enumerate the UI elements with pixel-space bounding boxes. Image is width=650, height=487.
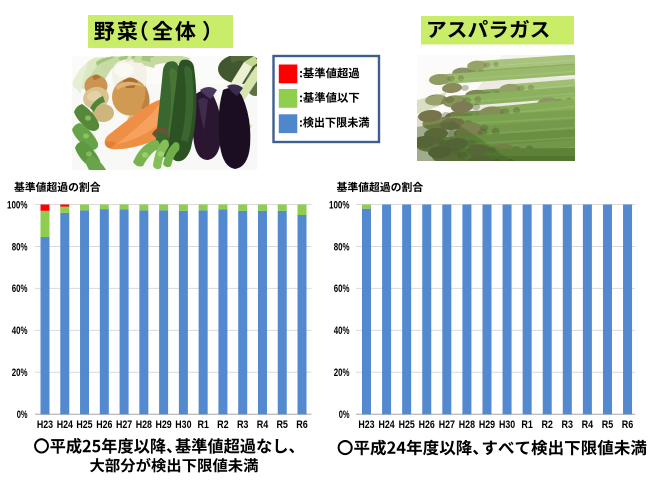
svg-text:R2: R2 <box>541 419 553 431</box>
svg-text:H26: H26 <box>419 419 435 431</box>
svg-text:H27: H27 <box>116 419 132 431</box>
svg-text:H30: H30 <box>175 419 191 431</box>
svg-text:40%: 40% <box>334 325 350 337</box>
svg-text:R1: R1 <box>521 419 533 431</box>
svg-text:100%: 100% <box>329 199 350 211</box>
svg-text:R3: R3 <box>562 419 574 431</box>
svg-text:R2: R2 <box>217 419 229 431</box>
svg-text:H25: H25 <box>399 419 415 431</box>
svg-text:H29: H29 <box>479 419 495 431</box>
svg-text:H24: H24 <box>379 419 395 431</box>
svg-text:20%: 20% <box>12 367 28 379</box>
svg-text:R4: R4 <box>257 419 269 431</box>
svg-text:H24: H24 <box>57 419 73 431</box>
svg-text:H28: H28 <box>136 419 152 431</box>
svg-text:80%: 80% <box>334 241 350 253</box>
svg-text:H30: H30 <box>499 419 515 431</box>
svg-text:H23: H23 <box>358 419 374 431</box>
svg-text:R3: R3 <box>237 419 249 431</box>
svg-text:H23: H23 <box>37 419 53 431</box>
svg-text:R1: R1 <box>197 419 209 431</box>
svg-text:0%: 0% <box>339 409 350 421</box>
svg-text:H25: H25 <box>76 419 92 431</box>
svg-text:R6: R6 <box>622 419 634 431</box>
svg-text:60%: 60% <box>334 283 350 295</box>
svg-text:0%: 0% <box>17 409 28 421</box>
svg-text:100%: 100% <box>7 199 28 211</box>
svg-text:R5: R5 <box>276 419 288 431</box>
svg-text:H26: H26 <box>96 419 112 431</box>
svg-text:80%: 80% <box>12 241 28 253</box>
svg-text:60%: 60% <box>12 283 28 295</box>
svg-text:H27: H27 <box>439 419 455 431</box>
svg-text:H29: H29 <box>156 419 172 431</box>
svg-text:R5: R5 <box>602 419 614 431</box>
svg-text:H28: H28 <box>459 419 475 431</box>
svg-text:R4: R4 <box>582 419 594 431</box>
svg-text:R6: R6 <box>296 419 308 431</box>
svg-text:40%: 40% <box>12 325 28 337</box>
svg-text:20%: 20% <box>334 367 350 379</box>
